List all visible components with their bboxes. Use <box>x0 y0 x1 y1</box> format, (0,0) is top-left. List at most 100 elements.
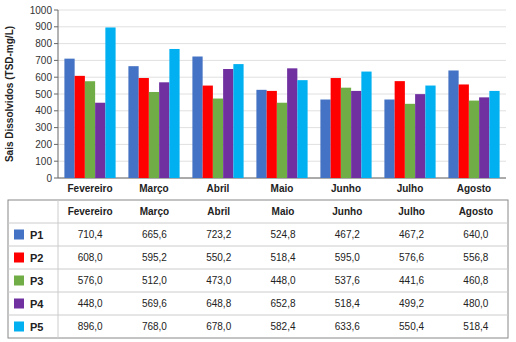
bar <box>233 64 243 178</box>
y-tick <box>54 144 58 145</box>
table-value: 467,2 <box>335 229 360 240</box>
table-value: 441,6 <box>399 275 424 286</box>
table-value: 576,0 <box>78 275 103 286</box>
bar <box>256 90 266 178</box>
y-tick <box>54 10 58 11</box>
table-value: 569,6 <box>142 298 167 309</box>
x-tick-label: Agosto <box>457 183 491 194</box>
table-value: 652,8 <box>270 298 295 309</box>
table-value: 473,0 <box>206 275 231 286</box>
y-tick-label: 200 <box>35 139 52 150</box>
legend-label: P2 <box>30 252 43 264</box>
table-row-line <box>8 269 508 270</box>
table-value: 768,0 <box>142 321 167 332</box>
table-row-line <box>8 315 508 316</box>
table-value: 556,8 <box>463 252 488 263</box>
y-tick <box>54 94 58 95</box>
x-tick-label: Fevereiro <box>67 183 112 194</box>
table-value: 467,2 <box>399 229 424 240</box>
y-axis-label: Sais Dissolvidos (TSD-mg/L) <box>4 26 15 162</box>
legend-table: FevereiroMarçoAbrilMaioJunhoJulhoAgostoP… <box>8 200 508 338</box>
bar <box>149 92 159 178</box>
table-value: 518,4 <box>270 252 295 263</box>
grid-line <box>58 94 506 95</box>
y-tick <box>54 161 58 162</box>
bar <box>425 86 435 178</box>
table-value: 723,2 <box>206 229 231 240</box>
table-value: 537,6 <box>335 275 360 286</box>
y-tick <box>54 77 58 78</box>
table-value: 512,0 <box>142 275 167 286</box>
bar <box>267 91 277 178</box>
bar <box>192 57 202 178</box>
bar <box>405 104 415 178</box>
table-value: 524,8 <box>270 229 295 240</box>
bar <box>415 94 425 178</box>
table-value: 595,0 <box>335 252 360 263</box>
y-tick-label: 100 <box>35 156 52 167</box>
bar <box>331 78 341 178</box>
table-header: Março <box>140 206 169 217</box>
bar <box>203 86 213 178</box>
x-tick-label: Maio <box>271 183 294 194</box>
table-value: 665,6 <box>142 229 167 240</box>
grid-line <box>58 77 506 78</box>
bar <box>105 27 115 178</box>
legend-label: P3 <box>30 275 43 287</box>
x-tick-label: Abril <box>207 183 230 194</box>
bar <box>75 76 85 178</box>
bars <box>64 27 499 178</box>
grid-line <box>58 26 506 27</box>
bar <box>287 68 297 178</box>
table-row-line <box>8 223 508 224</box>
bar <box>223 69 233 178</box>
table-header: Junho <box>332 206 362 217</box>
table-value: 480,0 <box>463 298 488 309</box>
y-tick <box>54 127 58 128</box>
table-value: 576,6 <box>399 252 424 263</box>
table-header: Fevereiro <box>68 206 113 217</box>
bar <box>277 103 287 178</box>
y-tick <box>54 178 58 179</box>
table-value: 448,0 <box>270 275 295 286</box>
grid-line <box>58 43 506 44</box>
table-value: 678,0 <box>206 321 231 332</box>
table-value: 550,2 <box>206 252 231 263</box>
bar <box>320 100 330 178</box>
bar <box>128 66 138 178</box>
table-value: 608,0 <box>78 252 103 263</box>
chart-container: 01002003004005006007008009001000Sais Dis… <box>0 0 516 342</box>
bar <box>384 100 394 178</box>
table-value: 518,4 <box>463 321 488 332</box>
bar <box>169 49 179 178</box>
legend-frame <box>8 200 508 338</box>
grid-line <box>58 10 506 11</box>
bar <box>361 72 371 178</box>
bar <box>341 88 351 178</box>
table-header: Julho <box>398 206 425 217</box>
grid-line <box>58 60 506 61</box>
y-tick-label: 700 <box>35 55 52 66</box>
bar <box>351 91 361 178</box>
table-row-line <box>8 292 508 293</box>
y-tick <box>54 26 58 27</box>
table-value: 582,4 <box>270 321 295 332</box>
x-tick-label: Junho <box>331 183 361 194</box>
x-tick-label: Março <box>139 183 168 194</box>
bar <box>95 103 105 178</box>
table-value: 448,0 <box>78 298 103 309</box>
y-tick-label: 1000 <box>30 5 53 16</box>
legend-swatch <box>14 299 24 309</box>
bar <box>395 81 405 178</box>
bar <box>213 99 223 178</box>
bar <box>448 70 458 178</box>
y-tick <box>54 43 58 44</box>
table-value: 499,2 <box>399 298 424 309</box>
table-value: 550,4 <box>399 321 424 332</box>
legend-swatch <box>14 276 24 286</box>
y-tick-label: 300 <box>35 122 52 133</box>
table-row-line <box>8 246 508 247</box>
bar <box>139 78 149 178</box>
bar <box>469 101 479 178</box>
y-axis-line <box>58 10 59 178</box>
